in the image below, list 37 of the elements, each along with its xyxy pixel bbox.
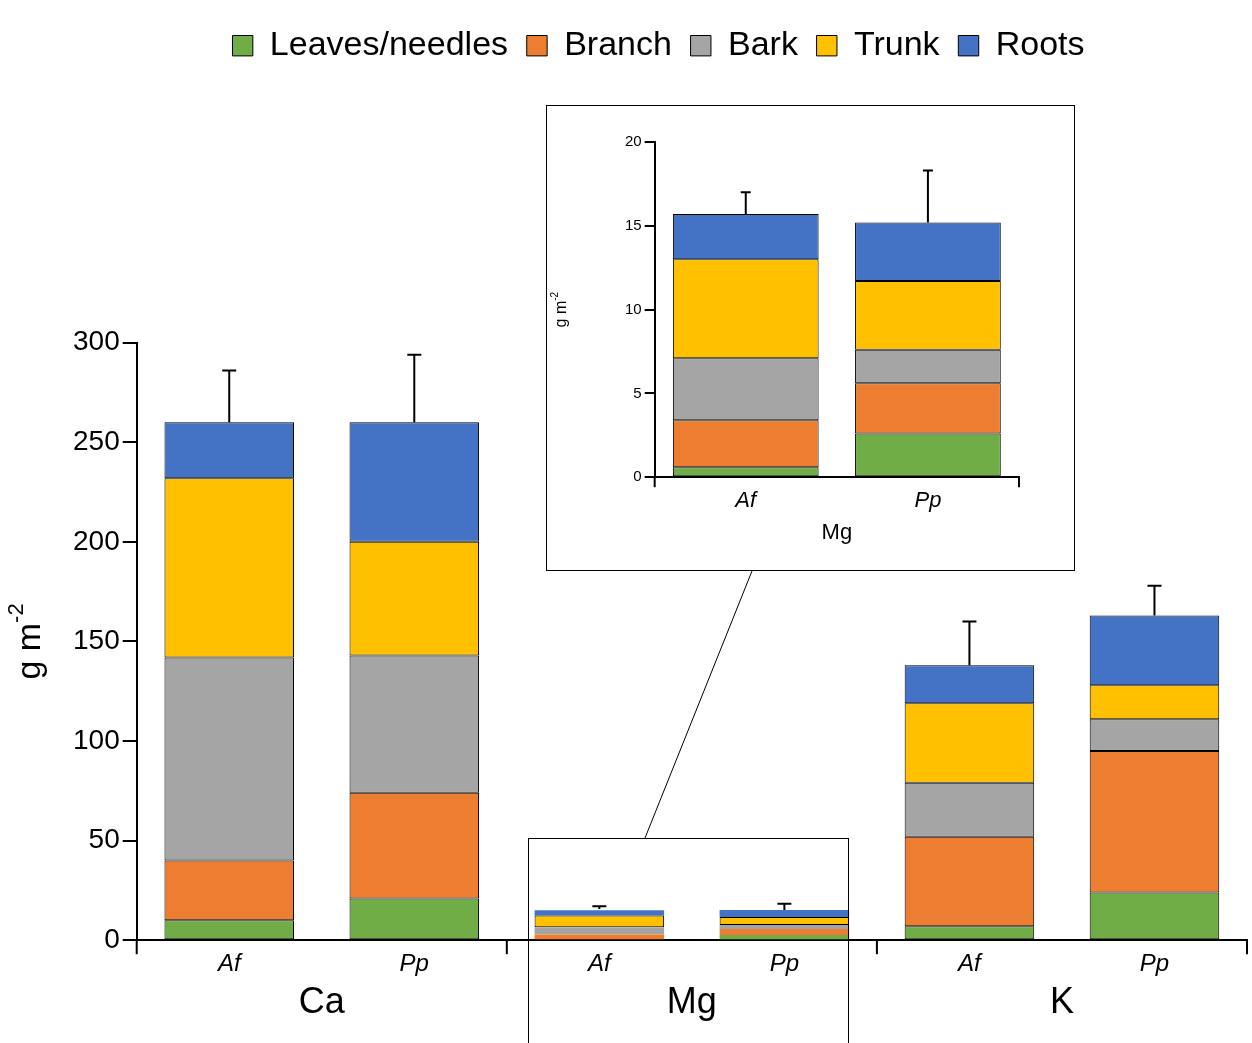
y-tick-label: 20 (625, 132, 642, 150)
x-tick-label: Pp (914, 486, 942, 512)
x-tick-label: Af (733, 486, 760, 512)
x-tick-label: Af (956, 949, 984, 977)
y-tick-label: 0 (633, 467, 642, 485)
bar (534, 927, 665, 935)
y-tick-label: 10 (625, 299, 642, 317)
legend-label: Trunk (853, 24, 941, 63)
y-tick-label: 250 (73, 425, 120, 456)
bar (534, 910, 665, 916)
x-tick-label: Pp (769, 949, 800, 977)
bar (719, 935, 850, 940)
text: Ca (298, 980, 346, 1022)
x-tick-label: Pp (1139, 949, 1170, 977)
legend-label: Branch (564, 24, 672, 63)
y-tick-label: 15 (625, 215, 642, 233)
y-tick-label: 150 (73, 624, 120, 656)
y-tick-label: 300 (73, 325, 120, 357)
y-tick-label: 200 (73, 524, 120, 556)
y-axis-title: g m-2 (3, 603, 47, 680)
x-axis-title: Mg (821, 518, 853, 544)
y-axis-title: g m-2 (548, 291, 569, 328)
y-tick-label: 0 (104, 922, 120, 954)
x-tick-label: Af (215, 949, 243, 977)
y-tick-label: 50 (88, 823, 120, 855)
bar (719, 925, 850, 930)
bar (719, 929, 850, 936)
legend-label: Leaves/needles (269, 24, 509, 63)
legend-label: Roots (995, 24, 1085, 63)
y-tick-label: 100 (73, 723, 120, 755)
x-tick-label: Af (585, 949, 613, 977)
text: K (1049, 980, 1074, 1022)
y-tick-label: 5 (633, 383, 642, 401)
bar (719, 909, 850, 917)
text: Mg (666, 980, 717, 1022)
x-tick-label: Pp (399, 949, 429, 977)
legend-label: Bark (727, 24, 799, 63)
